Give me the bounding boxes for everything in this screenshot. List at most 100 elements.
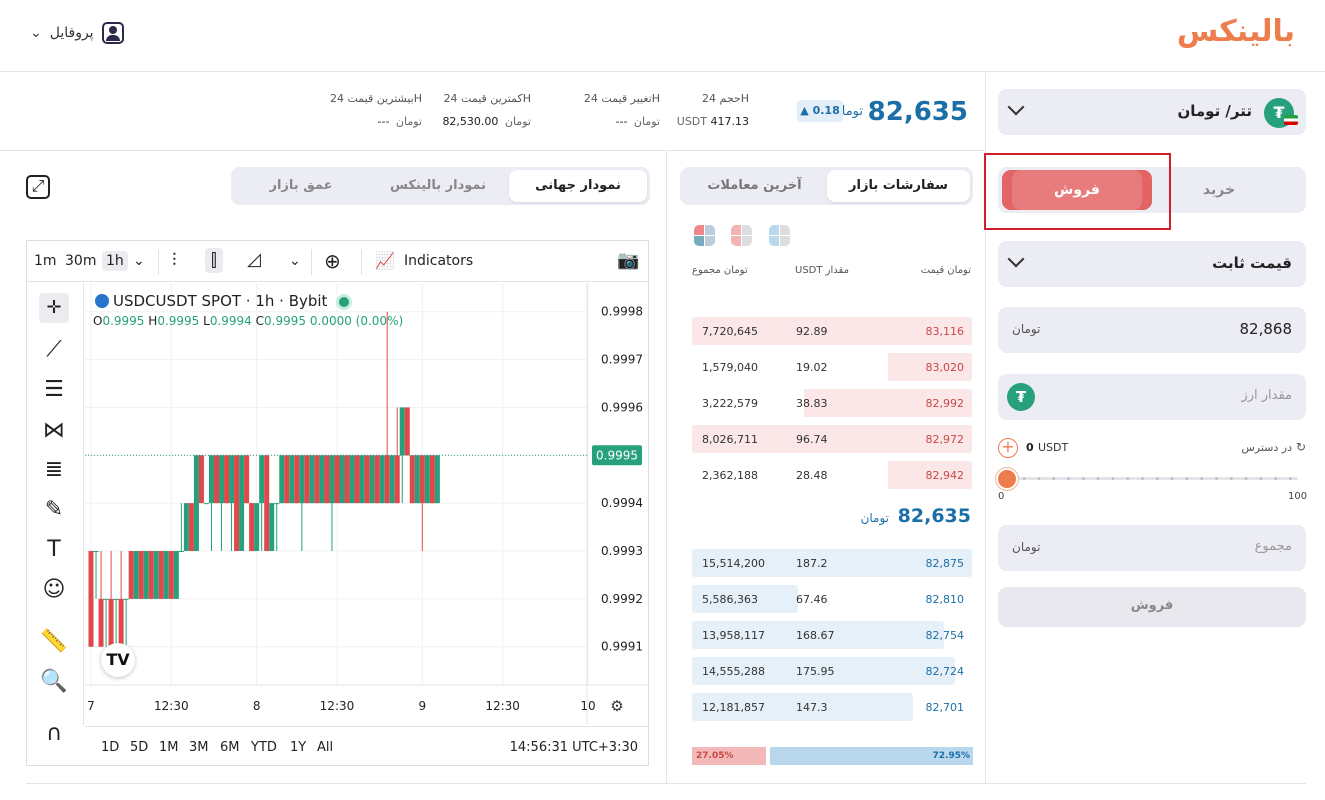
text-tool-icon[interactable]: T bbox=[47, 537, 61, 562]
indicators-icon[interactable]: 📈 bbox=[375, 251, 395, 270]
price-input-unit: تومان bbox=[1012, 322, 1041, 336]
ask-row[interactable]: 1,579,040 19.02 83,020 bbox=[692, 353, 972, 381]
candle-body bbox=[399, 407, 405, 456]
range-5d[interactable]: 5D bbox=[130, 740, 149, 755]
buy-tab[interactable]: خرید bbox=[1202, 182, 1236, 198]
order-total: 2,362,188 bbox=[702, 469, 758, 482]
plus-icon[interactable]: + bbox=[998, 438, 1018, 458]
candlestick-chart: 0.9995 0.9998 0.9997 0.9996 0.9994 0.9993 0.99… bbox=[85, 283, 648, 725]
zoom-in-icon[interactable]: 🔍 bbox=[40, 669, 68, 694]
stat-unit: USDT bbox=[676, 115, 707, 128]
candle-body bbox=[108, 598, 114, 647]
candle-body bbox=[229, 455, 235, 504]
price-chart[interactable]: 0.9995 0.9998 0.9997 0.9996 0.9994 0.9993 0.99… bbox=[85, 283, 648, 725]
fib-lines-icon[interactable]: ☰ bbox=[44, 377, 64, 402]
crosshair-icon[interactable]: ✛ bbox=[39, 293, 69, 323]
bid-row[interactable]: 5,586,363 67.46 82,810 bbox=[692, 585, 972, 613]
tab-global-chart[interactable]: نمودار جهانی bbox=[509, 170, 647, 202]
candle-body bbox=[173, 551, 179, 599]
ruler-icon[interactable]: 📏 bbox=[40, 629, 68, 654]
bid-row[interactable]: 15,514,200 187.2 82,875 bbox=[692, 549, 972, 577]
chevron-down-icon bbox=[1007, 98, 1025, 116]
magnet-icon[interactable]: ∩ bbox=[45, 721, 63, 746]
range-3m[interactable]: 3M bbox=[189, 740, 209, 755]
brush-icon[interactable]: ✎ bbox=[44, 497, 64, 522]
view-both-icon[interactable] bbox=[694, 225, 716, 247]
ask-row[interactable]: 3,222,579 38.83 82,992 bbox=[692, 389, 972, 417]
candle-body bbox=[299, 455, 305, 504]
candle-body bbox=[349, 455, 355, 504]
bid-row[interactable]: 14,555,288 175.95 82,724 bbox=[692, 657, 972, 685]
sell-submit-button[interactable]: فروش bbox=[998, 587, 1306, 627]
refresh-icon[interactable]: ↻ bbox=[1295, 440, 1306, 454]
chevron-down-icon[interactable]: ⌄ bbox=[289, 253, 301, 269]
order-total: 8,026,711 bbox=[702, 433, 758, 446]
chevron-down-icon[interactable]: ⌄ bbox=[133, 253, 145, 269]
expand-icon[interactable]: ⤢ bbox=[26, 175, 50, 199]
candle-body bbox=[198, 455, 204, 504]
candle-body bbox=[394, 455, 400, 504]
emoji-icon[interactable]: ☺ bbox=[42, 577, 66, 602]
amount-slider[interactable] bbox=[996, 468, 1298, 490]
ask-row[interactable]: 8,026,711 96.74 82,972 bbox=[692, 425, 972, 453]
range-6m[interactable]: 6M bbox=[220, 740, 240, 755]
range-all[interactable]: All bbox=[317, 740, 334, 755]
candle-body bbox=[284, 455, 290, 504]
ask-row[interactable]: 7,720,645 92.89 83,116 bbox=[692, 317, 972, 345]
trend-line-icon[interactable]: ⟋ bbox=[46, 337, 62, 362]
candle-body bbox=[289, 455, 295, 504]
range-1m[interactable]: 1M bbox=[159, 740, 179, 755]
slider-handle[interactable] bbox=[996, 468, 1018, 490]
tradingview-logo[interactable]: TV bbox=[101, 643, 135, 677]
indicators-button[interactable]: Indicators bbox=[404, 253, 474, 269]
interval-30m[interactable]: 30m bbox=[65, 253, 97, 269]
price-input[interactable]: 82,868 تومان bbox=[998, 307, 1306, 353]
range-ytd[interactable]: YTD bbox=[251, 740, 277, 755]
range-1d[interactable]: 1D bbox=[101, 740, 120, 755]
view-asks-icon[interactable] bbox=[731, 225, 753, 247]
bid-row[interactable]: 13,958,117 168.67 82,754 bbox=[692, 621, 972, 649]
sell-tab[interactable]: فروش bbox=[1002, 170, 1152, 210]
candle-body bbox=[269, 503, 275, 551]
tab-market-orders[interactable]: سفارشات بازار bbox=[827, 170, 970, 202]
col-total-unit: تومان bbox=[723, 265, 748, 276]
pattern-icon[interactable]: ⋈ bbox=[43, 418, 65, 443]
price-input-value: 82,868 bbox=[1239, 320, 1293, 338]
candle-body bbox=[319, 455, 325, 504]
y-tick-label: 0.9994 bbox=[601, 496, 643, 510]
order-amount: 147.3 bbox=[796, 701, 828, 714]
compare-plus-icon[interactable]: ⊕ bbox=[324, 249, 341, 273]
area-style-icon[interactable]: ◿ bbox=[247, 249, 261, 270]
bid-row[interactable]: 12,181,857 147.3 82,701 bbox=[692, 693, 972, 721]
range-1y[interactable]: 1Y bbox=[290, 740, 307, 755]
tab-market-depth[interactable]: عمق بازار bbox=[269, 178, 333, 193]
candle-body bbox=[359, 455, 365, 504]
candle-body bbox=[214, 455, 219, 504]
profile-menu[interactable]: ⌄ پروفایل bbox=[30, 22, 124, 44]
forecast-icon[interactable]: ≣ bbox=[44, 457, 64, 482]
tab-balinex-chart[interactable]: نمودار بالینکس bbox=[389, 178, 487, 193]
total-input[interactable]: مجموع تومان bbox=[998, 525, 1306, 571]
candles-style-icon[interactable]: ⫿ bbox=[205, 248, 223, 273]
candle-body bbox=[203, 503, 209, 505]
chart-clock[interactable]: 14:56:31 UTC+3:30 bbox=[509, 740, 638, 755]
ask-row[interactable]: 2,362,188 28.48 82,942 bbox=[692, 461, 972, 489]
tab-recent-trades[interactable]: آخرین معاملات bbox=[707, 178, 802, 193]
view-bids-icon[interactable] bbox=[769, 225, 791, 247]
available-currency: USDT bbox=[1038, 441, 1069, 454]
col-header-price: تومان قیمت bbox=[921, 265, 971, 276]
candle-body bbox=[409, 455, 415, 504]
price-type-dropdown[interactable]: قیمت ثابت bbox=[998, 241, 1306, 287]
pair-selector[interactable]: ₮ تتر/ تومان bbox=[998, 89, 1306, 135]
candle-body bbox=[369, 455, 375, 504]
camera-icon[interactable]: 📷 bbox=[617, 250, 640, 271]
order-price: 82,972 bbox=[925, 433, 965, 446]
brand-logo[interactable]: بالینکس bbox=[1176, 14, 1296, 49]
bars-style-icon[interactable]: ⫶ bbox=[172, 250, 177, 271]
order-price: 82,810 bbox=[925, 593, 965, 606]
order-book-mid-unit: تومان bbox=[860, 511, 889, 525]
interval-1m[interactable]: 1m bbox=[34, 253, 57, 269]
interval-1h[interactable]: 1h bbox=[102, 251, 128, 271]
ohlc-legend: O0.9995 H0.9995 L0.9994 C0.9995 0.0000 (… bbox=[93, 314, 404, 328]
amount-input[interactable]: مقدار ارز ₮ bbox=[998, 374, 1306, 420]
